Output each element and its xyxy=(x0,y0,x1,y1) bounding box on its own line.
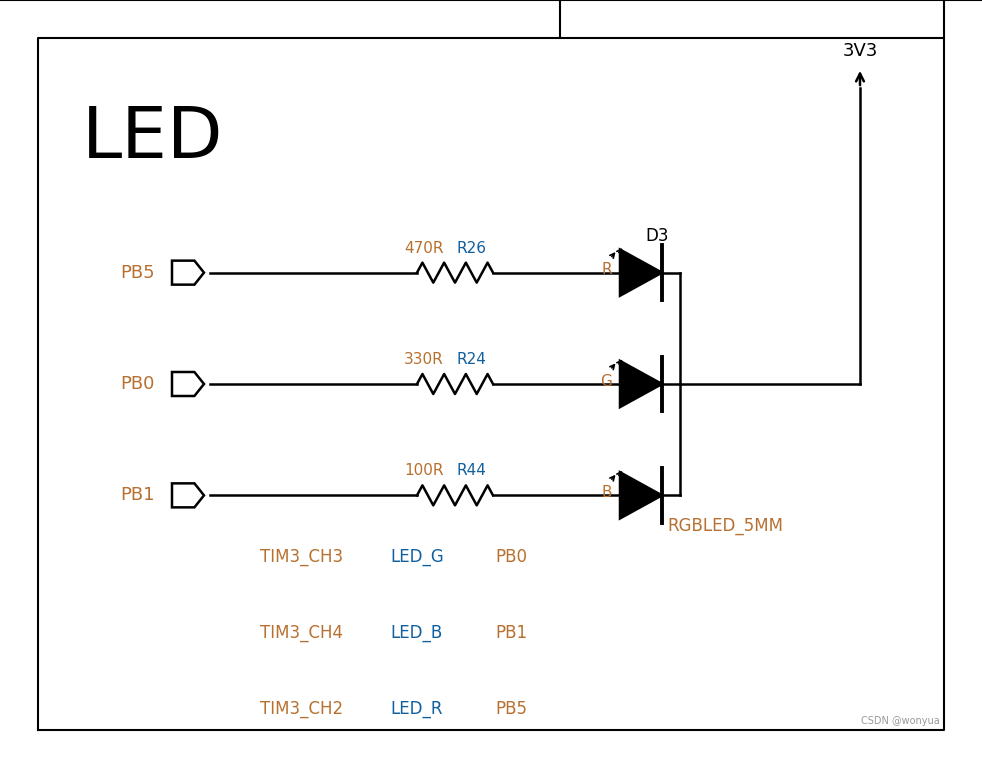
Text: R: R xyxy=(601,262,612,277)
Text: D3: D3 xyxy=(645,227,669,245)
Text: 3V3: 3V3 xyxy=(843,42,878,60)
Text: PB5: PB5 xyxy=(121,263,155,282)
Text: LED: LED xyxy=(82,104,224,173)
Polygon shape xyxy=(620,361,662,407)
Text: B: B xyxy=(602,485,612,500)
Text: PB1: PB1 xyxy=(121,486,155,505)
Text: PB1: PB1 xyxy=(495,624,527,642)
Text: LED_G: LED_G xyxy=(390,548,444,566)
Polygon shape xyxy=(620,250,662,296)
Polygon shape xyxy=(620,472,662,518)
Text: LED_R: LED_R xyxy=(390,700,443,718)
Text: R24: R24 xyxy=(457,352,487,367)
Text: R44: R44 xyxy=(457,463,487,478)
Text: TIM3_CH2: TIM3_CH2 xyxy=(260,700,343,718)
Text: 100R: 100R xyxy=(405,463,444,478)
Text: 330R: 330R xyxy=(404,352,444,367)
Text: G: G xyxy=(600,373,612,389)
Text: R26: R26 xyxy=(457,240,487,256)
Text: 470R: 470R xyxy=(405,240,444,256)
Text: LED_B: LED_B xyxy=(390,624,442,642)
Text: TIM3_CH4: TIM3_CH4 xyxy=(260,624,343,642)
Text: PB0: PB0 xyxy=(495,548,527,566)
Text: PB5: PB5 xyxy=(495,700,527,718)
Text: CSDN @wonyua: CSDN @wonyua xyxy=(861,716,940,726)
Text: PB0: PB0 xyxy=(121,375,155,393)
Text: RGBLED_5MM: RGBLED_5MM xyxy=(667,518,783,535)
Text: TIM3_CH3: TIM3_CH3 xyxy=(260,548,343,566)
